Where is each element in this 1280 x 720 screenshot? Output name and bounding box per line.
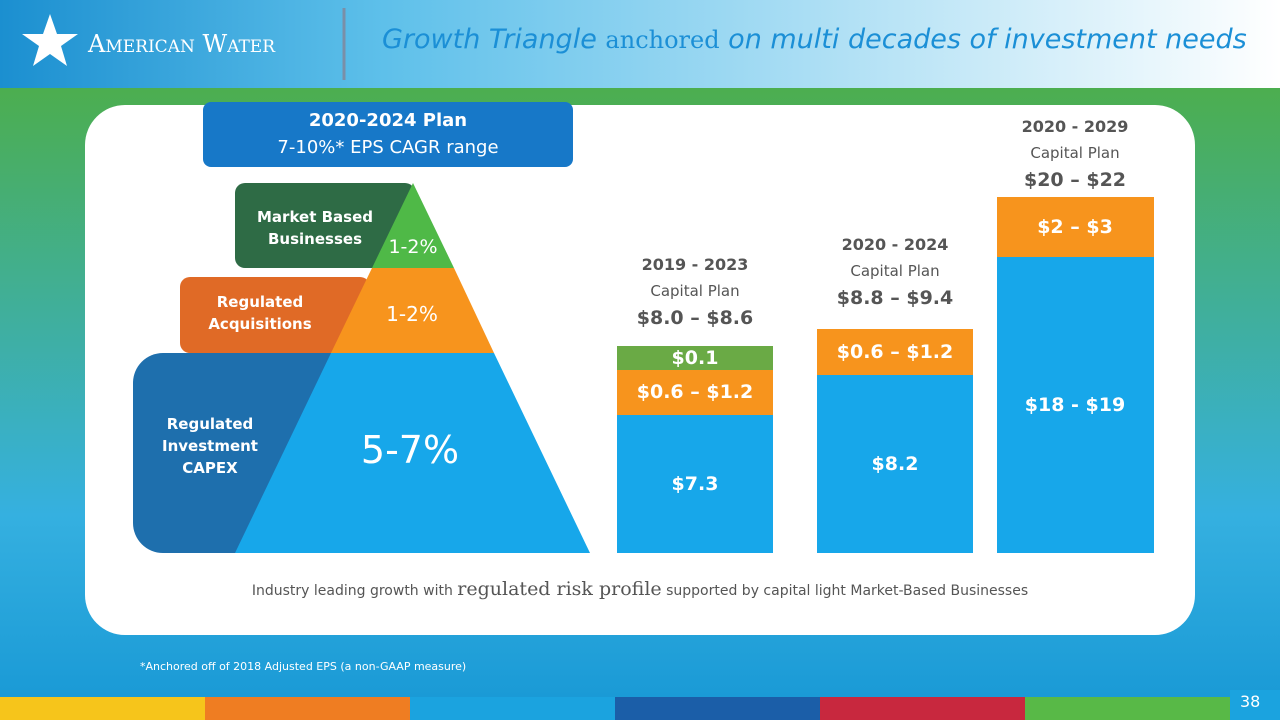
logo: American Water	[88, 30, 276, 58]
title-part: anchored	[605, 26, 720, 54]
column-caption: Capital Plan	[650, 282, 740, 300]
plan-title: 2020-2024 Plan	[308, 110, 468, 131]
level-value: 1-2%	[388, 236, 438, 258]
segment-label: $2 – $3	[1037, 216, 1113, 238]
level-label: Market Based Businesses	[257, 208, 373, 248]
slide-title: Growth Triangle anchored on multi decade…	[382, 24, 1247, 55]
title-part: on multi decades of investment needs	[728, 24, 1247, 55]
segment-label: $0.1	[671, 347, 719, 369]
column-caption: Capital Plan	[850, 262, 940, 280]
column-period: 2020 - 2024	[841, 235, 949, 254]
tagline-part: Industry leading growth with	[251, 583, 453, 599]
segment-label: $0.6 – $1.2	[836, 341, 954, 363]
segment-label: $0.6 – $1.2	[636, 381, 754, 403]
level-value: 1-2%	[386, 302, 438, 326]
segment-label: $18 - $19	[1024, 394, 1126, 416]
level-value: 5-7%	[360, 428, 460, 472]
tagline-part: regulated risk profile	[457, 578, 662, 600]
level-label: Regulated Acquisitions	[208, 293, 312, 333]
page-number: 38	[1240, 692, 1261, 711]
column-total: $8.0 – $8.6	[636, 307, 754, 329]
column-caption: Capital Plan	[1030, 144, 1120, 162]
plan-subtitle: 7-10%* EPS CAGR range	[277, 137, 499, 158]
tagline-part: supported by capital light Market-Based …	[666, 583, 1029, 599]
column-total: $20 – $22	[1023, 169, 1127, 191]
column-period: 2020 - 2029	[1021, 117, 1129, 136]
column-total: $8.8 – $9.4	[836, 287, 954, 309]
segment-label: $8.2	[871, 453, 919, 475]
level-label: Regulated Investment CAPEX	[162, 415, 258, 477]
title-part: Growth Triangle	[382, 24, 597, 55]
segment-label: $7.3	[671, 473, 719, 495]
tagline: Industry leading growth with regulated r…	[100, 578, 1180, 600]
column-period: 2019 - 2023	[641, 255, 749, 274]
footnote: *Anchored off of 2018 Adjusted EPS (a no…	[140, 660, 467, 673]
